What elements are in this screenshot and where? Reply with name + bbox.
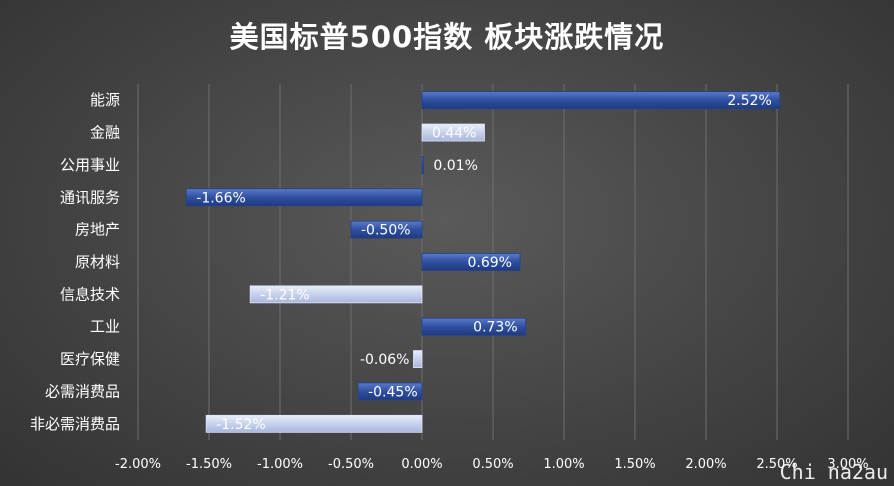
data-label: -1.66%	[196, 190, 246, 206]
bar	[421, 317, 527, 336]
category-label: 能源	[90, 91, 120, 109]
x-tick-label: 1.00%	[543, 457, 584, 472]
x-tick-label: -1.00%	[257, 457, 303, 472]
data-label: 0.01%	[433, 158, 477, 174]
category-label: 工业	[90, 318, 120, 336]
x-tick-label: -1.50%	[186, 457, 232, 472]
watermark-text: Chi na2au	[779, 460, 888, 484]
x-tick-label: -0.50%	[328, 457, 374, 472]
bar	[421, 91, 781, 110]
data-label: -0.50%	[361, 223, 411, 239]
x-tick-label: 0.50%	[472, 457, 513, 472]
bar	[205, 414, 423, 433]
x-tick-label: 2.50%	[756, 457, 797, 472]
bar	[350, 220, 423, 239]
data-label: 0.73%	[473, 320, 517, 336]
data-label: 0.44%	[432, 126, 476, 142]
category-label: 通讯服务	[60, 188, 120, 206]
category-label: 公用事业	[60, 156, 120, 174]
data-label: 0.69%	[467, 255, 511, 271]
x-tick-label: 0.00%	[401, 457, 442, 472]
category-label: 医疗保健	[60, 350, 120, 368]
category-label: 信息技术	[60, 285, 120, 303]
data-label: -1.52%	[216, 417, 266, 433]
category-label: 房地产	[75, 221, 120, 239]
bar	[357, 382, 423, 401]
data-label: 2.52%	[727, 93, 771, 109]
bar	[413, 350, 423, 368]
x-tick-label: 3.00%	[827, 457, 868, 472]
category-label: 原材料	[75, 253, 120, 271]
x-tick-label: 1.50%	[614, 457, 655, 472]
category-label: 金融	[90, 124, 120, 142]
bar	[421, 123, 485, 142]
category-label: 必需消费品	[45, 382, 120, 400]
x-tick-label: 2.00%	[685, 457, 726, 472]
data-label: -0.06%	[360, 352, 410, 368]
data-label: -0.45%	[368, 384, 418, 400]
chart-title: 美国标普500指数 板块涨跌情况	[229, 20, 665, 54]
bar	[421, 156, 424, 174]
bar	[185, 188, 423, 207]
category-label: 非必需消费品	[30, 415, 120, 433]
data-label: -1.21%	[260, 287, 310, 303]
bar	[421, 253, 521, 271]
bar	[249, 285, 423, 304]
x-tick-label: -2.00%	[115, 457, 161, 472]
